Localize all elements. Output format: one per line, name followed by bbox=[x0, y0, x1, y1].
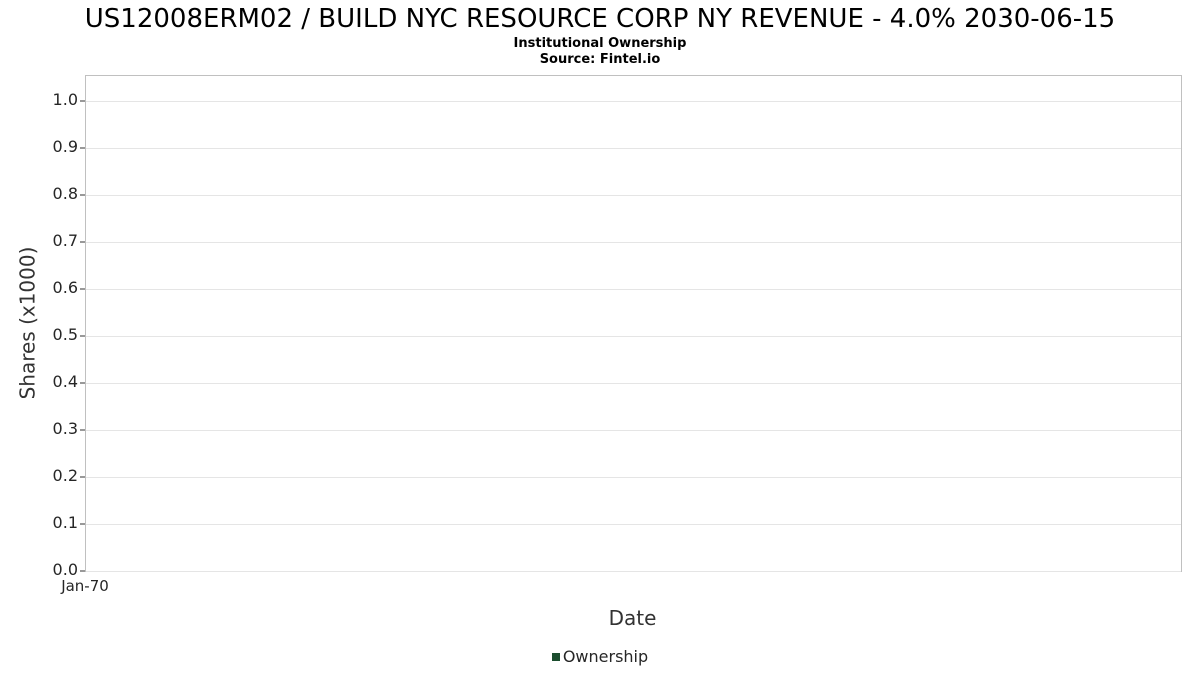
y-tick-label: 0.8 bbox=[52, 183, 78, 203]
y-tick-label: 0.2 bbox=[52, 465, 78, 485]
gridline bbox=[86, 100, 1181, 102]
y-tick-label: 0.0 bbox=[52, 560, 78, 579]
x-axis-label: Date bbox=[608, 606, 657, 630]
y-tick-mark bbox=[80, 382, 85, 384]
chart-subtitle: Institutional Ownership bbox=[513, 36, 687, 51]
gridline bbox=[86, 476, 1181, 478]
y-tick-mark bbox=[80, 523, 85, 525]
y-tick-mark bbox=[80, 570, 85, 572]
y-tick-mark bbox=[80, 147, 85, 149]
legend-marker-ownership bbox=[551, 652, 560, 661]
gridline bbox=[86, 571, 1181, 572]
y-tick-label: 0.7 bbox=[52, 230, 78, 250]
y-tick-mark bbox=[80, 100, 85, 102]
gridline bbox=[86, 429, 1181, 431]
plot-area bbox=[80, 75, 1182, 572]
y-tick-label: 0.4 bbox=[52, 371, 78, 391]
y-tick-labels: 0.0 0.1 0.2 0.3 0.4 0.5 0.6 0.7 0.8 0.9 1.0 bbox=[32, 75, 78, 577]
chart-title: US12008ERM02 / BUILD NYC RESOURCE CORP N… bbox=[84, 4, 1116, 34]
legend-label-ownership: Ownership bbox=[562, 647, 649, 666]
gridline bbox=[86, 288, 1181, 290]
y-tick-label: 0.9 bbox=[52, 136, 78, 156]
gridline bbox=[86, 523, 1181, 525]
y-tick-mark bbox=[80, 476, 85, 478]
y-tick-mark bbox=[80, 288, 85, 290]
x-tick-label: Jan-70 bbox=[61, 577, 109, 595]
gridline bbox=[86, 335, 1181, 337]
y-tick-label: 0.1 bbox=[52, 512, 78, 532]
gridline bbox=[86, 194, 1181, 196]
x-tick-labels: Jan-70 bbox=[61, 577, 1180, 597]
y-tick-mark bbox=[80, 194, 85, 196]
y-tick-label: 1.0 bbox=[52, 89, 78, 109]
y-tick-mark bbox=[80, 335, 85, 337]
y-tick-mark bbox=[80, 241, 85, 243]
y-tick-mark bbox=[80, 429, 85, 431]
legend: Ownership bbox=[0, 647, 1200, 666]
y-tick-label: 0.6 bbox=[52, 277, 78, 297]
y-tick-label: 0.5 bbox=[52, 324, 78, 344]
gridline bbox=[86, 382, 1181, 384]
chart-source: Source: Fintel.io bbox=[539, 52, 661, 67]
gridline bbox=[86, 147, 1181, 149]
gridline bbox=[86, 241, 1181, 243]
y-tick-label: 0.3 bbox=[52, 418, 78, 438]
